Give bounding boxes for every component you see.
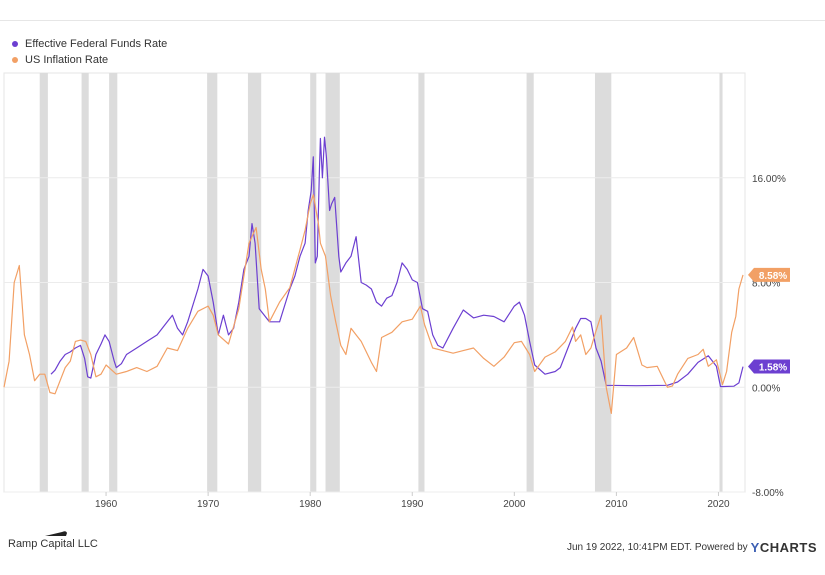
- ycharts-logo[interactable]: YCHARTS: [751, 540, 817, 555]
- end-value-tag: [748, 359, 790, 374]
- series-line-inflation: [3, 194, 744, 414]
- ycharts-logo-y: Y: [750, 540, 760, 555]
- legend: Effective Federal Funds Rate US Inflatio…: [12, 36, 167, 68]
- footer-attribution: Jun 19 2022, 10:41PM EDT. Powered by YCH…: [567, 540, 817, 555]
- ramp-logo-icon: [45, 531, 67, 536]
- footer-source: Ramp Capital LLC: [8, 538, 98, 550]
- legend-label-inflation: US Inflation Rate: [25, 54, 109, 66]
- y-tick-label: -8.00%: [752, 488, 784, 499]
- legend-dot-fed-funds: [12, 41, 18, 47]
- x-tick-label: 2010: [605, 499, 628, 510]
- ycharts-logo-text: CHARTS: [759, 540, 817, 555]
- legend-item-inflation[interactable]: US Inflation Rate: [12, 52, 167, 68]
- x-tick-label: 1960: [95, 499, 118, 510]
- top-divider: [0, 20, 825, 21]
- y-tick-label: 0.00%: [752, 383, 780, 394]
- x-tick-label: 1990: [401, 499, 424, 510]
- x-tick-label: 2020: [707, 499, 730, 510]
- end-value-label: 1.58%: [759, 363, 787, 374]
- legend-item-fed-funds[interactable]: Effective Federal Funds Rate: [12, 36, 167, 52]
- end-value-tag: [748, 267, 790, 282]
- x-tick-label: 1970: [197, 499, 220, 510]
- legend-dot-inflation: [12, 57, 18, 63]
- legend-label-fed-funds: Effective Federal Funds Rate: [25, 38, 168, 50]
- series-line-fed-funds: [50, 136, 744, 388]
- y-tick-label: 16.00%: [752, 174, 786, 185]
- y-tick-label: 8.00%: [752, 279, 780, 290]
- end-value-label: 8.58%: [759, 271, 787, 282]
- x-tick-label: 2000: [503, 499, 526, 510]
- x-tick-label: 1980: [299, 499, 322, 510]
- footer-timestamp: Jun 19 2022, 10:41PM EDT. Powered by: [566, 542, 748, 553]
